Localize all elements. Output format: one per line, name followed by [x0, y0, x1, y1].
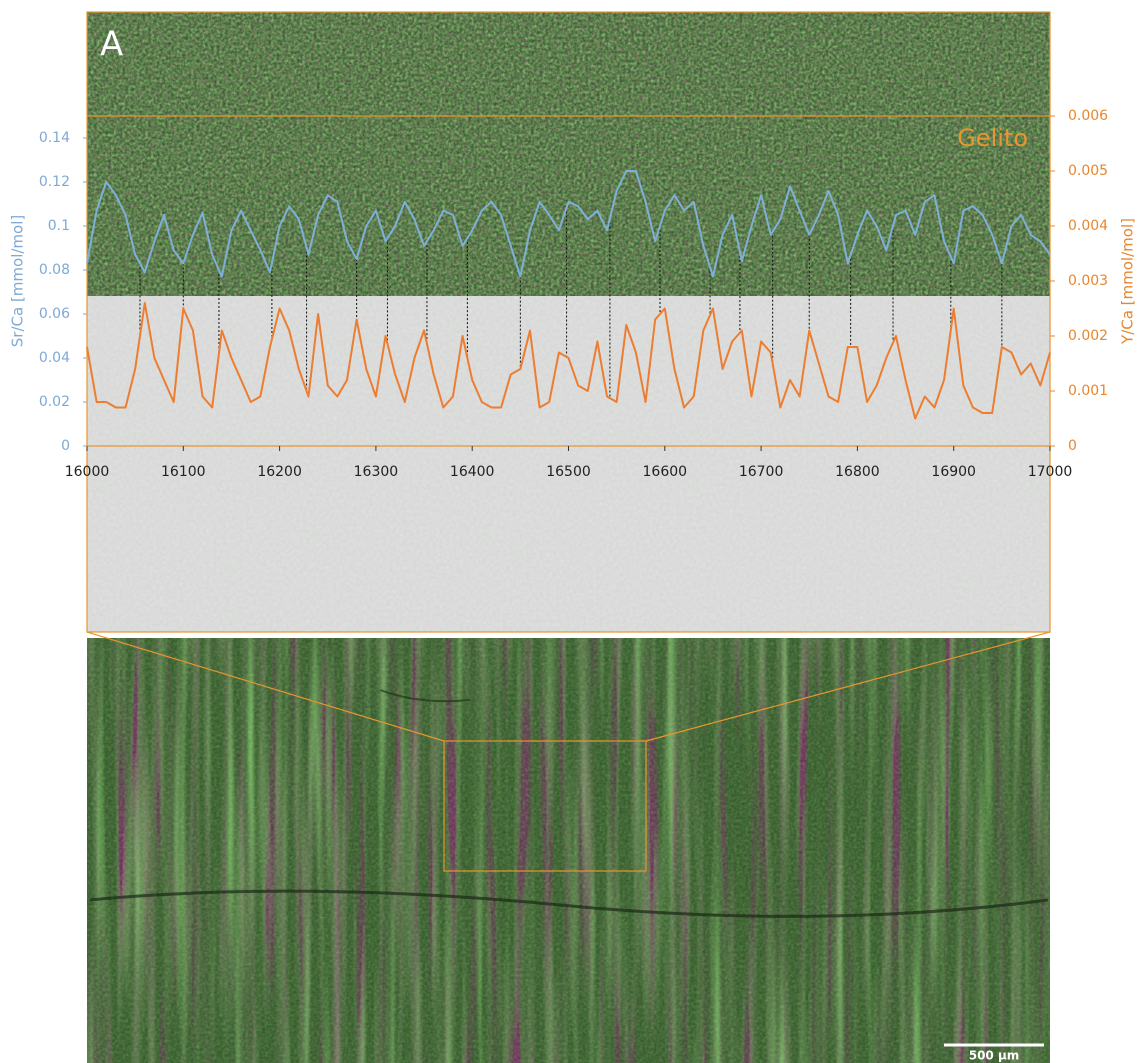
y2-tick-label: 0.002	[1068, 328, 1108, 344]
panel-label: A	[100, 25, 123, 65]
series-line	[86, 302, 1051, 420]
annotation: Gelito	[957, 124, 1028, 152]
x-tick-label: 16700	[739, 464, 784, 480]
y-tick-label: 0.02	[39, 394, 70, 410]
y-tick-label: 0.04	[39, 350, 70, 366]
y2-axis-label: Y/Ca [mmol/mol]	[1119, 218, 1137, 345]
scale-bar-label: 500 µm	[969, 1049, 1020, 1063]
series-line	[86, 170, 1051, 278]
y2-tick-label: 0.004	[1068, 218, 1108, 234]
x-tick-label: 16900	[931, 464, 976, 480]
x-tick-label: 16800	[835, 464, 880, 480]
x-tick-label: 16400	[450, 464, 495, 480]
x-tick-label: 16500	[546, 464, 591, 480]
y-tick-label: 0.14	[39, 130, 70, 146]
y-tick-label: 0.06	[39, 306, 70, 322]
y-axis-label: Sr/Ca [mmol/mol]	[9, 215, 27, 347]
y2-tick-label: 0.001	[1068, 383, 1108, 399]
zoom-frame	[86, 11, 1051, 872]
x-tick-label: 16000	[65, 464, 110, 480]
y2-tick-label: 0	[1068, 438, 1077, 454]
y-tick-label: 0	[61, 438, 70, 454]
y-tick-label: 0.1	[48, 218, 70, 234]
x-tick-label: 16200	[257, 464, 302, 480]
y2-tick-label: 0.005	[1068, 163, 1108, 179]
y2-tick-label: 0.003	[1068, 273, 1108, 289]
y-tick-label: 0.12	[39, 174, 70, 190]
x-tick-label: 16300	[354, 464, 399, 480]
x-tick-label: 17000	[1028, 464, 1073, 480]
y2-tick-label: 0.006	[1068, 108, 1108, 124]
microscopy-background	[87, 12, 1050, 1063]
y-tick-label: 0.08	[39, 262, 70, 278]
x-tick-label: 16600	[643, 464, 688, 480]
x-tick-label: 16100	[161, 464, 206, 480]
